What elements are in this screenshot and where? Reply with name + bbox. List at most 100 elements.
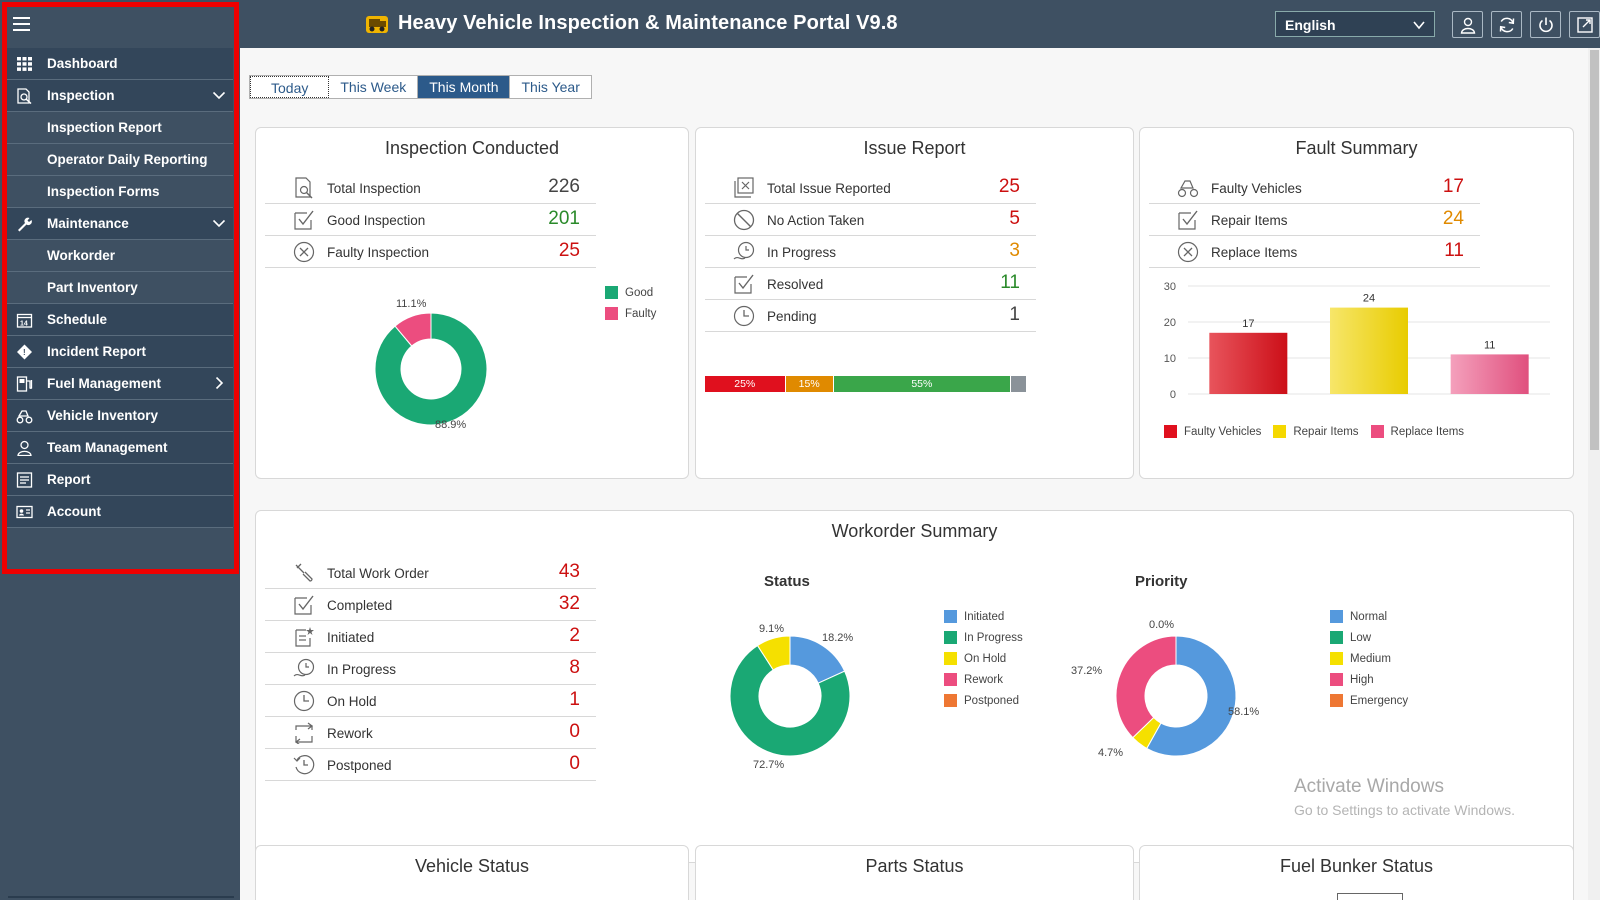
sidebar-item-vehicle-inventory[interactable]: Vehicle Inventory <box>7 400 233 432</box>
sidebar-item-account[interactable]: Account <box>7 496 233 528</box>
svg-text:!: ! <box>23 348 26 357</box>
checkbox-icon <box>294 210 314 230</box>
sidebar-item-workorder[interactable]: Workorder <box>7 240 233 272</box>
tab-this-month[interactable]: This Month <box>418 76 511 98</box>
circle-x-icon <box>1177 241 1199 263</box>
circle-x-icon <box>293 241 315 263</box>
legend-item-on-hold[interactable]: On Hold <box>944 648 1023 669</box>
chart-label-priority-low: 0.0% <box>1149 619 1175 631</box>
priority-slice-normal[interactable] <box>1146 635 1237 757</box>
clock-icon <box>733 305 755 327</box>
stat-row-postponed: Postponed 0 <box>265 749 596 781</box>
legend-item-initiated[interactable]: Initiated <box>944 606 1023 627</box>
refresh-icon <box>1499 17 1515 33</box>
stat-row-in-progress: In Progress 3 <box>705 236 1036 268</box>
fullscreen-button[interactable] <box>1569 11 1600 38</box>
sidebar-item-part-inventory[interactable]: Part Inventory <box>7 272 233 304</box>
stat-label: In Progress <box>767 245 837 260</box>
legend-item-low[interactable]: Low <box>1330 627 1408 648</box>
app-title: Heavy Vehicle Inspection & Maintenance P… <box>398 12 898 34</box>
refresh-button[interactable] <box>1491 11 1522 38</box>
legend-item-normal[interactable]: Normal <box>1330 606 1408 627</box>
sidebar-item-operator-daily-reporting[interactable]: Operator Daily Reporting <box>7 144 233 176</box>
card-title: Workorder Summary <box>831 521 998 541</box>
vehicle-icon <box>1177 180 1199 198</box>
legend-item-good[interactable]: Good <box>605 282 656 303</box>
sidebar-item-inspection-forms[interactable]: Inspection Forms <box>7 176 233 208</box>
stat-value: 3 <box>1009 240 1020 261</box>
card-title: Issue Report <box>863 138 966 158</box>
calendar-icon: 14 <box>16 313 33 328</box>
chevron-down-icon <box>213 219 225 228</box>
sidebar-item-report[interactable]: Report <box>7 464 233 496</box>
legend-item-repair-items[interactable]: Repair Items <box>1273 421 1359 442</box>
issue-bar-segment-in-progress[interactable]: 15% <box>785 376 834 392</box>
issue-bar-segment-pending[interactable] <box>1010 376 1027 392</box>
sidebar-item-team-management[interactable]: Team Management <box>7 432 233 464</box>
chart-label-priority-medium: 4.7% <box>1098 747 1124 759</box>
stat-value: 201 <box>548 208 580 229</box>
bar-value-label: 11 <box>1484 339 1495 351</box>
stat-row-total-work-order: Total Work Order 43 <box>265 557 596 589</box>
tab-this-year[interactable]: This Year <box>510 76 591 98</box>
stat-value: 0 <box>569 721 580 742</box>
bar-replace-items[interactable] <box>1450 354 1529 394</box>
profile-button[interactable] <box>1452 11 1483 38</box>
language-select-value: English <box>1285 17 1336 33</box>
sidebar-item-inspection[interactable]: Inspection <box>7 80 233 112</box>
sidebar-divider <box>8 896 234 898</box>
tab-this-week[interactable]: This Week <box>329 76 419 98</box>
person-icon <box>17 440 32 456</box>
stat-row-wo-in-progress: In Progress 8 <box>265 653 596 685</box>
progress-clock-icon <box>733 241 755 260</box>
legend-item-postponed[interactable]: Postponed <box>944 690 1023 711</box>
sidebar-item-incident-report[interactable]: ! Incident Report <box>7 336 233 368</box>
stat-label: Repair Items <box>1211 213 1288 228</box>
issue-bar-segment-no-action-taken[interactable]: 25% <box>705 376 786 392</box>
wrench-icon <box>18 217 32 232</box>
sidebar-item-schedule[interactable]: 14 Schedule <box>7 304 233 336</box>
scrollbar-thumb[interactable] <box>1590 50 1599 450</box>
clock-icon <box>293 690 315 712</box>
menu-toggle-icon[interactable] <box>13 17 30 31</box>
tab-today[interactable]: Today <box>248 75 331 99</box>
stat-label: Good Inspection <box>327 213 426 228</box>
stat-value: 11 <box>1444 240 1464 261</box>
legend-item-medium[interactable]: Medium <box>1330 648 1408 669</box>
language-select[interactable]: English <box>1275 11 1435 37</box>
sidebar-item-inspection-report[interactable]: Inspection Report <box>7 112 233 144</box>
vehicle-status-card: Vehicle Status <box>255 845 689 900</box>
stat-label: Rework <box>327 726 373 741</box>
legend-item-faulty-vehicles[interactable]: Faulty Vehicles <box>1164 421 1261 442</box>
issue-stacked-bar: 25% 15% 55% <box>705 376 1027 392</box>
issue-bar-segment-resolved[interactable]: 55% <box>833 376 1011 392</box>
stat-label: Postponed <box>327 758 392 773</box>
stat-row-completed: Completed 32 <box>265 589 596 621</box>
sidebar-item-dashboard[interactable]: Dashboard <box>7 48 233 80</box>
inspection-slice-good[interactable] <box>374 312 488 426</box>
checkbox-icon <box>1178 210 1198 230</box>
vehicle-icon <box>16 410 33 424</box>
legend-item-faulty[interactable]: Faulty <box>605 303 656 324</box>
inspection-legend: Good Faulty <box>605 282 656 324</box>
stat-value: 24 <box>1442 208 1464 229</box>
bar-faulty-vehicles[interactable] <box>1209 332 1288 394</box>
legend-item-high[interactable]: High <box>1330 669 1408 690</box>
legend-item-emergency[interactable]: Emergency <box>1330 690 1408 711</box>
sidebar-item-label: Team Management <box>47 440 168 455</box>
sidebar-item-maintenance[interactable]: Maintenance <box>7 208 233 240</box>
legend-item-rework[interactable]: Rework <box>944 669 1023 690</box>
status-slice-on-hold[interactable] <box>756 635 791 671</box>
power-button[interactable] <box>1530 11 1561 38</box>
account-icon <box>16 505 33 519</box>
legend-item-replace-items[interactable]: Replace Items <box>1370 421 1464 442</box>
bar-repair-items[interactable] <box>1330 307 1408 394</box>
inspection-slice-faulty[interactable] <box>394 312 432 347</box>
fault-summary-card: Fault Summary Faulty Vehicles 17 Repair … <box>1139 127 1574 479</box>
sidebar-item-fuel-management[interactable]: Fuel Management <box>7 368 233 400</box>
priority-legend: Normal Low Medium High Emergency <box>1330 606 1408 711</box>
stat-value: 25 <box>558 240 580 261</box>
legend-item-in-progress[interactable]: In Progress <box>944 627 1023 648</box>
priority-slice-high[interactable] <box>1115 635 1177 739</box>
status-slice-in-progress[interactable] <box>729 644 851 757</box>
